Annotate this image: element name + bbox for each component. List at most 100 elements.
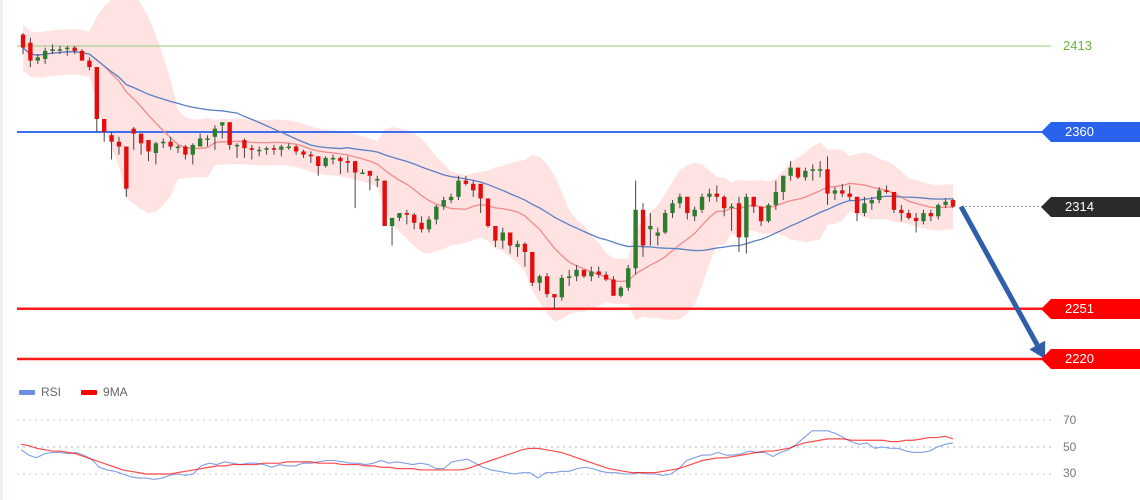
- candle: [382, 180, 387, 227]
- candle: [493, 226, 498, 241]
- candle: [212, 128, 218, 137]
- ma-slow-line: [22, 47, 953, 252]
- bollinger-band: [23, 0, 953, 322]
- candle: [463, 180, 469, 184]
- candle: [744, 196, 749, 238]
- price-chart: [17, 0, 1051, 480]
- candle: [736, 203, 742, 238]
- candle: [950, 200, 956, 207]
- candle: [404, 213, 410, 215]
- candle: [633, 209, 638, 269]
- candle: [57, 49, 63, 51]
- candle: [611, 279, 616, 296]
- candle: [677, 196, 683, 204]
- candle: [175, 146, 181, 149]
- support-1-label: 2251: [1041, 298, 1140, 319]
- candle: [190, 144, 195, 155]
- candle: [109, 135, 114, 142]
- candle: [906, 213, 911, 218]
- candle: [810, 169, 815, 171]
- candle: [869, 200, 875, 204]
- candle: [131, 128, 136, 134]
- candle: [441, 200, 446, 207]
- candle: [640, 209, 646, 246]
- ma9-swatch-icon: [81, 389, 98, 395]
- candle: [286, 146, 291, 149]
- candle: [124, 146, 129, 189]
- candle: [662, 213, 668, 233]
- candle: [197, 138, 203, 147]
- candle: [825, 169, 830, 194]
- rsi-line: [20, 430, 954, 480]
- candle: [626, 268, 631, 288]
- candle: [161, 141, 166, 144]
- candle: [183, 146, 188, 155]
- candle: [692, 209, 697, 217]
- candle: [596, 271, 601, 275]
- candle: [308, 154, 314, 157]
- candle: [256, 149, 262, 152]
- legend-item-rsi[interactable]: RSI: [19, 385, 61, 399]
- candle: [301, 151, 306, 155]
- candle: [507, 232, 513, 246]
- candle: [279, 146, 284, 150]
- candle: [832, 190, 838, 194]
- candle: [28, 42, 33, 61]
- candle: [913, 217, 919, 222]
- candle: [138, 133, 144, 144]
- candle: [153, 143, 159, 154]
- candle: [20, 34, 26, 48]
- candle: [293, 146, 299, 152]
- support-2-label: 2220: [1041, 349, 1140, 369]
- candle: [367, 170, 373, 176]
- forecast-arrow: [958, 205, 1040, 347]
- candle: [559, 277, 565, 298]
- candle: [65, 47, 70, 50]
- candle: [655, 232, 660, 236]
- candle: [788, 167, 793, 176]
- candle: [618, 287, 624, 296]
- candle: [840, 190, 845, 194]
- candle: [729, 206, 734, 209]
- candle: [603, 274, 609, 280]
- candle: [522, 243, 528, 252]
- candle: [714, 193, 720, 197]
- candle: [471, 183, 476, 191]
- candle: [389, 217, 395, 227]
- rsi-legend: RSI 9MA: [19, 385, 140, 399]
- candle: [751, 196, 756, 207]
- candle: [338, 157, 343, 162]
- candle: [899, 209, 904, 214]
- candle: [847, 193, 852, 197]
- candle: [352, 161, 358, 173]
- candle: [456, 180, 461, 197]
- candle: [42, 50, 48, 59]
- candle: [116, 141, 122, 147]
- candle: [500, 232, 505, 241]
- candle: [884, 190, 889, 192]
- candle: [943, 201, 948, 205]
- candle: [781, 175, 786, 192]
- candle: [50, 49, 55, 51]
- candle: [426, 219, 432, 230]
- rsi-swatch-icon: [19, 389, 35, 395]
- candle: [552, 294, 557, 298]
- candle: [397, 213, 402, 218]
- candle: [685, 196, 690, 214]
- candle: [574, 269, 579, 277]
- resistance-1-label: 2360: [1041, 121, 1140, 142]
- candle: [648, 226, 653, 230]
- candle: [94, 67, 100, 119]
- legend-label-rsi: RSI: [41, 385, 62, 399]
- candle: [537, 276, 542, 283]
- candle: [589, 271, 594, 277]
- rsi-tick-50: 50: [1063, 440, 1077, 454]
- candle: [758, 206, 764, 222]
- candle: [234, 144, 240, 147]
- candle: [854, 196, 860, 214]
- candle: [35, 57, 40, 61]
- candle: [862, 203, 867, 214]
- legend-item-9ma[interactable]: 9MA: [81, 385, 128, 399]
- rsi-ma9-line: [20, 435, 954, 475]
